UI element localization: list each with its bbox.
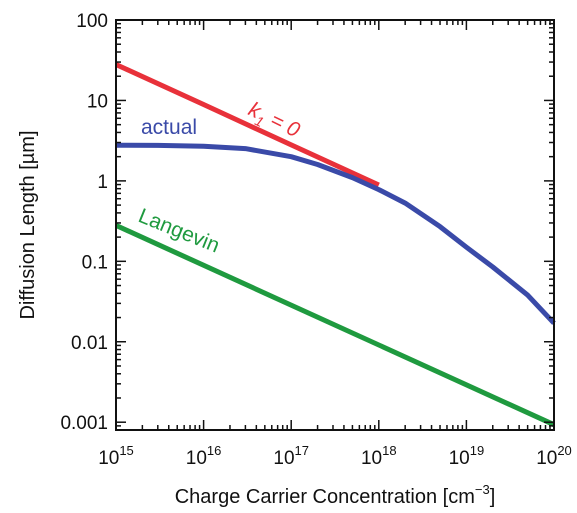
x-tick-label-exp: 18 [382,443,396,458]
x-tick-label: 1015 [98,443,134,469]
x-tick-label-base: 10 [98,448,119,469]
x-tick-label-base: 10 [186,448,207,469]
y-tick-label: 10 [87,91,108,112]
series-line-2 [114,223,556,427]
x-tick-label: 1020 [536,443,572,469]
y-axis-title: Diffusion Length [µm] [17,130,39,319]
x-tick-label-base: 10 [536,448,557,469]
y-tick-label: 0.01 [71,333,108,354]
x-tick-label: 1019 [449,443,485,469]
x-tick-label-base: 10 [449,448,470,469]
series-layer [114,62,556,427]
x-tick-label: 1017 [273,443,309,469]
y-tick-label: 100 [76,11,108,32]
x-axis-title-main: Charge Carrier Concentration [cm [175,486,475,508]
x-tick-label-exp: 15 [119,443,133,458]
series-line-0 [114,62,380,188]
y-tick-label: 1 [97,172,108,193]
x-tick-label-base: 10 [361,448,382,469]
x-axis-title-sup: −3 [475,482,490,497]
tick-layer [115,19,555,431]
x-axis-title: Charge Carrier Concentration [cm−3] [175,482,496,508]
x-tick-label: 1018 [361,443,397,469]
plot-frame [115,19,555,431]
series-line-1 [115,142,556,325]
x-tick-label-exp: 19 [470,443,484,458]
x-tick-label-exp: 20 [557,443,571,458]
series-label-k1-rest: = 0 [261,106,303,142]
x-tick-label-exp: 16 [207,443,221,458]
x-tick-label-base: 10 [273,448,294,469]
y-tick-label: 0.1 [82,252,108,273]
series-label-actual: actual [141,116,197,139]
x-axis-title-end: ] [490,486,496,508]
x-tick-label-exp: 17 [295,443,309,458]
x-tick-label: 1016 [186,443,222,469]
series-label-langevin: Langevin [135,204,223,257]
y-tick-label: 0.001 [60,413,108,434]
tick-label-layer: 1015 1016 1017 1018 1019 10201001010.10.010.0… [60,11,571,469]
